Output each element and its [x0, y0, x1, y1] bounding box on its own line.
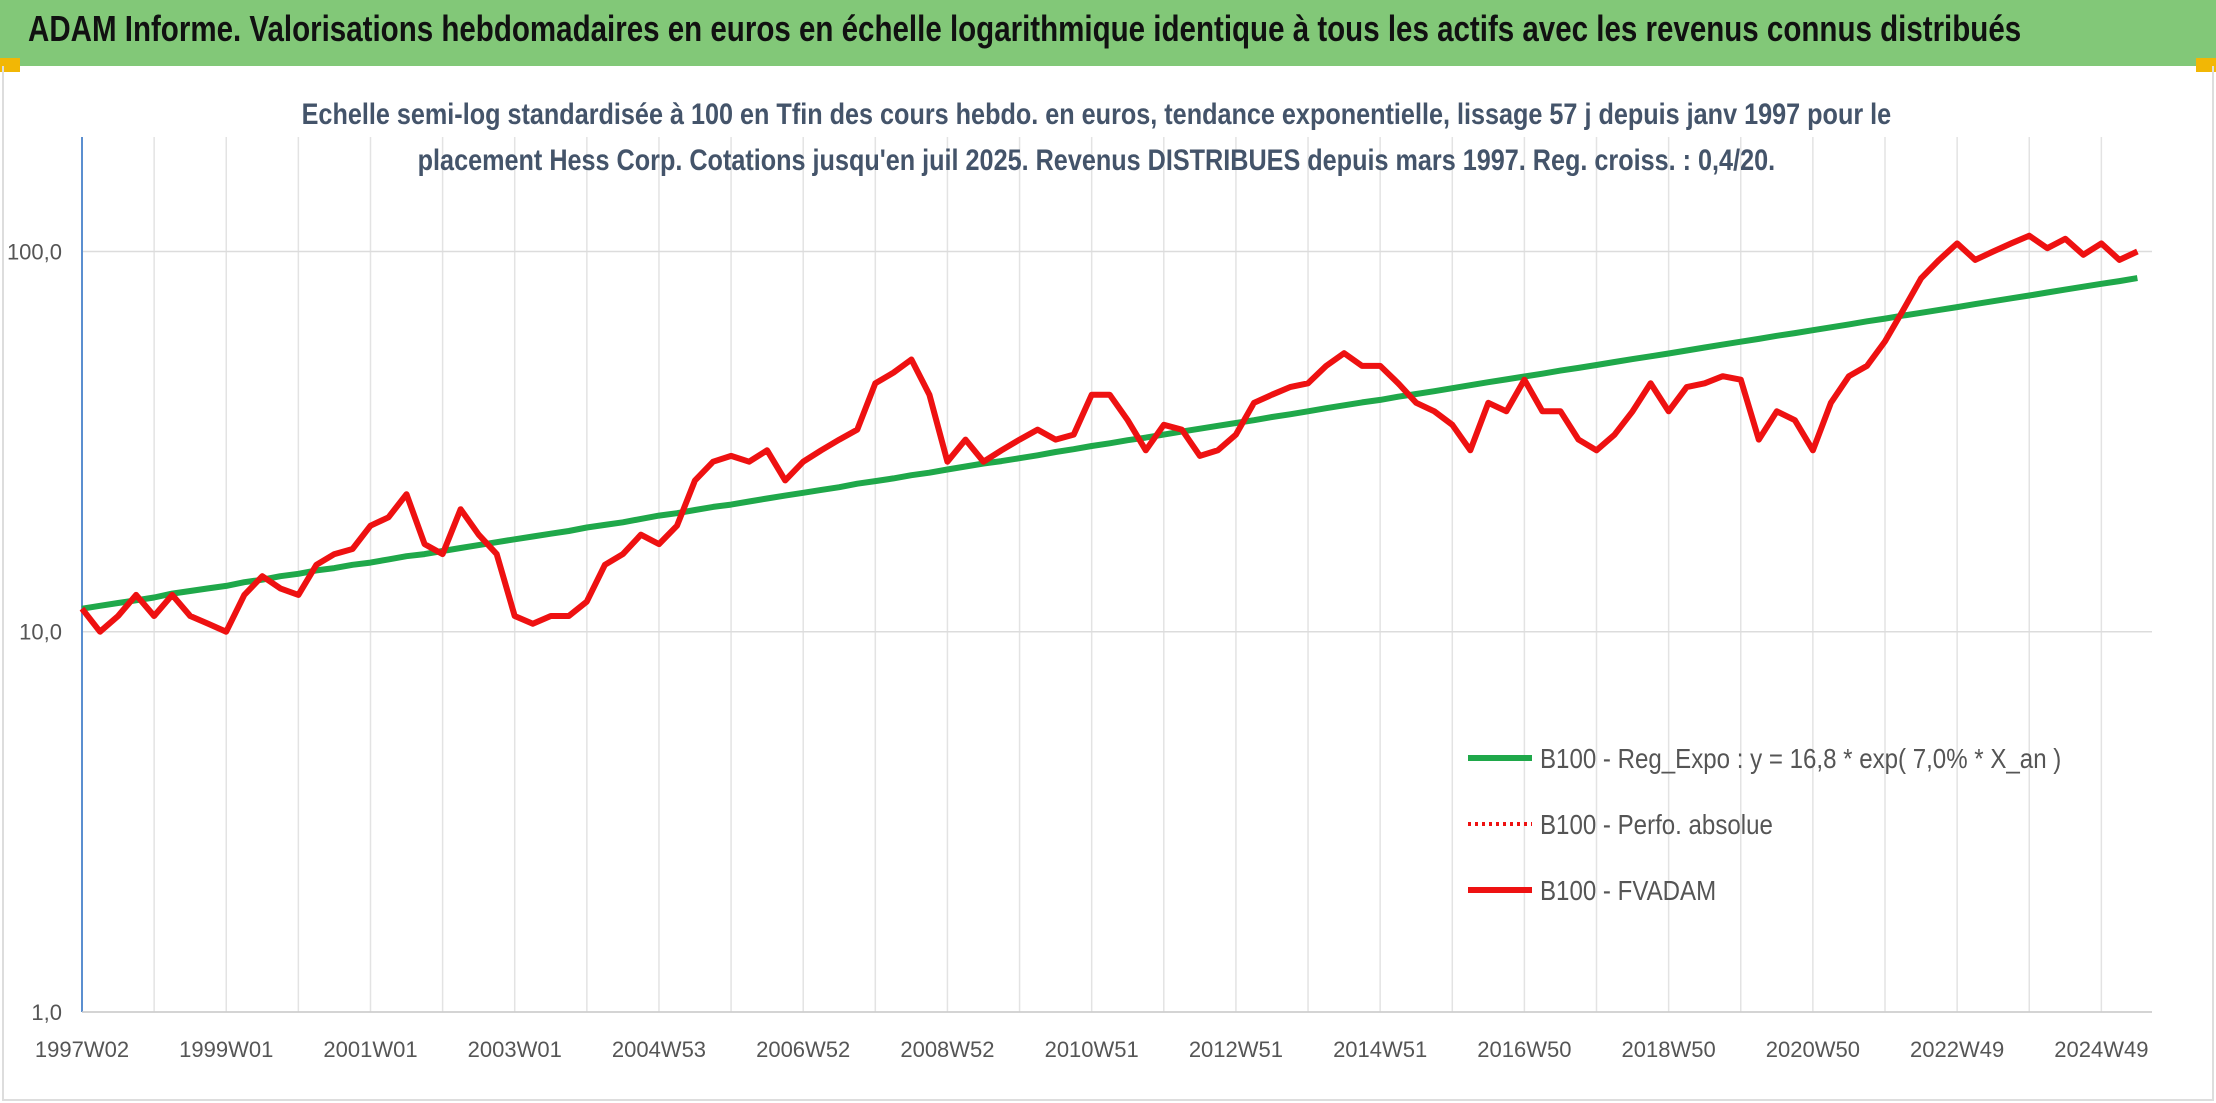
- y-tick-label: 100,0: [7, 239, 62, 264]
- x-tick-label: 2022W49: [1910, 1037, 2004, 1062]
- y-tick-label: 1,0: [31, 1000, 62, 1025]
- x-tick-label: 2006W52: [756, 1037, 850, 1062]
- legend-label: B100 - Reg_Expo : y = 16,8 * exp( 7,0% *…: [1540, 742, 2061, 774]
- x-tick-label: 2008W52: [900, 1037, 994, 1062]
- x-tick-label: 1997W02: [35, 1037, 129, 1062]
- x-tick-label: 1999W01: [179, 1037, 273, 1062]
- frame: [2, 66, 2214, 1101]
- x-tick-label: 2012W51: [1189, 1037, 1283, 1062]
- x-tick-label: 2010W51: [1045, 1037, 1139, 1062]
- series-line: [79, 232, 2139, 635]
- x-tick-label: 2014W51: [1333, 1037, 1427, 1062]
- chart-title: Echelle semi-log standardisée à 100 en T…: [301, 98, 1892, 177]
- y-tick-label: 10,0: [19, 620, 62, 645]
- corner-mark: [0, 58, 20, 72]
- x-tick-label: 2018W50: [1622, 1037, 1716, 1062]
- banner: ADAM Informe. Valorisations hebdomadaire…: [0, 0, 2216, 66]
- legend-label: B100 - FVADAM: [1540, 874, 1716, 906]
- series-line: [80, 233, 2139, 634]
- corner-mark: [2196, 58, 2216, 72]
- x-tick-label: 2004W53: [612, 1037, 706, 1062]
- x-tick-label: 2003W01: [468, 1037, 562, 1062]
- series-line: [81, 275, 2138, 612]
- x-tick-label: 2020W50: [1766, 1037, 1860, 1062]
- x-tick-label: 2001W01: [323, 1037, 417, 1062]
- x-tick-label: 2016W50: [1477, 1037, 1571, 1062]
- legend-label: B100 - Perfo. absolue: [1540, 808, 1773, 840]
- x-tick-label: 2024W49: [2054, 1037, 2148, 1062]
- page-title: ADAM Informe. Valorisations hebdomadaire…: [28, 8, 2022, 49]
